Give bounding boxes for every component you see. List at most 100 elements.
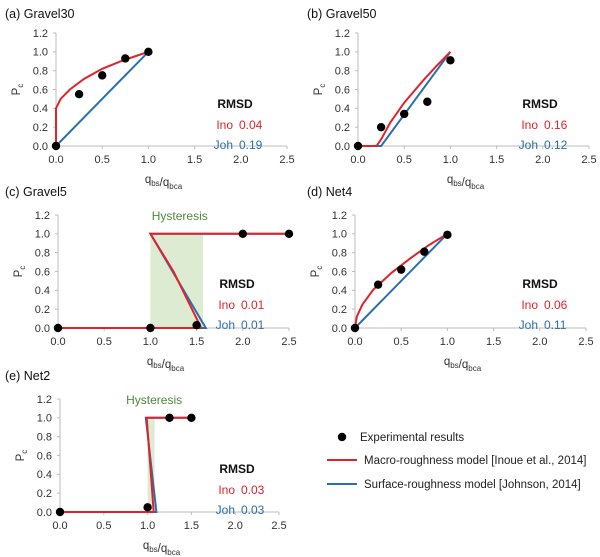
x-tick-label: 2.5 bbox=[581, 154, 596, 166]
x-tick-label: 1.0 bbox=[443, 154, 458, 166]
rmsd-ino-label: Ino bbox=[521, 118, 538, 132]
experimental-point bbox=[187, 413, 196, 423]
rmsd-ino-value: 0.01 bbox=[241, 298, 265, 312]
y-tick-label: 1.2 bbox=[35, 210, 50, 222]
y-tick-label: 0.8 bbox=[35, 247, 50, 259]
series-ino-line bbox=[55, 50, 149, 146]
x-tick-label: 2.5 bbox=[271, 520, 286, 532]
x-tick-label: 2.5 bbox=[281, 336, 296, 348]
x-tick-label: 2.0 bbox=[235, 336, 250, 348]
x-tick-label: 0.5 bbox=[97, 336, 112, 348]
x-tick-label: 0.0 bbox=[347, 336, 362, 348]
y-tick-label: 0.4 bbox=[33, 103, 48, 115]
series-joh-line bbox=[354, 233, 449, 329]
legend-experimental-label: Experimental results bbox=[360, 432, 464, 444]
y-tick-label: 0.8 bbox=[33, 65, 48, 77]
x-axis-label: qbs/qbca bbox=[147, 356, 185, 373]
rmsd-joh-value: 0.03 bbox=[241, 503, 265, 517]
panel-title: (d) Net4 bbox=[307, 185, 352, 199]
y-tick-label: 0.2 bbox=[332, 304, 347, 316]
x-axis-label: qbs/qbca bbox=[143, 540, 181, 557]
x-axis-label: qbs/qbca bbox=[145, 174, 183, 191]
y-axis-label: Pc bbox=[15, 450, 29, 462]
x-tick-label: 0.5 bbox=[96, 520, 111, 532]
experimental-point bbox=[165, 413, 174, 423]
y-tick-label: 1.2 bbox=[335, 28, 350, 40]
experimental-point bbox=[420, 247, 429, 256]
x-tick-label: 1.5 bbox=[486, 336, 501, 348]
y-tick-label: 0.8 bbox=[332, 247, 347, 259]
y-axis-label: Pc bbox=[310, 266, 324, 278]
rmsd-title: RMSD bbox=[219, 277, 255, 291]
panel-b: (b) Gravel50 0.0 0.2 0.4 0.6 0.8 1.0 1.2 0.0 0.5 1… bbox=[307, 7, 597, 191]
legend-ino-label: Macro-roughness model [Inoue et al., 201… bbox=[364, 455, 586, 467]
y-tick-label: 0.4 bbox=[332, 285, 347, 297]
y-tick-label: 0.2 bbox=[35, 304, 50, 316]
x-tick-label: 2.0 bbox=[532, 336, 547, 348]
x-tick-label: 0.0 bbox=[52, 520, 67, 532]
experimental-point bbox=[350, 323, 360, 333]
experimental-point bbox=[443, 230, 452, 239]
x-tick-label: 2.0 bbox=[535, 154, 550, 166]
legend-experimental-marker bbox=[337, 432, 347, 442]
rmsd-ino-label: Ino bbox=[218, 483, 235, 497]
experimental-point bbox=[353, 141, 363, 151]
y-tick-label: 0.2 bbox=[33, 122, 48, 134]
panel-a: (a) Gravel30 0.0 0.2 0.4 0.6 0.8 1.0 1.2 0.0 0.5 1… bbox=[5, 7, 295, 191]
experimental-point bbox=[51, 141, 61, 151]
series-ino-line bbox=[354, 232, 448, 329]
y-tick-label: 0.6 bbox=[35, 266, 50, 278]
x-tick-label: 0.5 bbox=[397, 154, 412, 166]
x-tick-label: 0.0 bbox=[50, 336, 65, 348]
y-tick-label: 0.8 bbox=[37, 431, 52, 443]
experimental-point bbox=[376, 122, 386, 132]
y-tick-label: 1.2 bbox=[332, 210, 347, 222]
series-joh-line bbox=[55, 51, 150, 147]
rmsd-title: RMSD bbox=[219, 462, 255, 476]
y-tick-label: 1.2 bbox=[33, 28, 48, 40]
y-tick-label: 0.6 bbox=[332, 266, 347, 278]
x-tick-label: 2.5 bbox=[578, 336, 593, 348]
rmsd-ino-value: 0.16 bbox=[544, 118, 568, 132]
experimental-point bbox=[192, 320, 201, 330]
y-tick-label: 1.2 bbox=[37, 394, 52, 406]
x-tick-label: 1.5 bbox=[184, 520, 199, 532]
rmsd-title: RMSD bbox=[217, 97, 253, 111]
y-tick-label: 0.6 bbox=[335, 84, 350, 96]
x-tick-label: 0.5 bbox=[95, 154, 110, 166]
rmsd-joh-label: Joh bbox=[216, 318, 235, 332]
y-tick-label: 0.6 bbox=[33, 84, 48, 96]
rmsd-joh-label: Joh bbox=[519, 138, 538, 152]
x-tick-label: 2.0 bbox=[233, 154, 248, 166]
y-tick-label: 0.4 bbox=[35, 285, 50, 297]
series-ino-line bbox=[58, 232, 289, 329]
x-axis-label: qbs/qbca bbox=[444, 356, 482, 373]
rmsd-ino-value: 0.03 bbox=[241, 483, 265, 497]
panel-d: (d) Net4 0.0 0.2 0.4 0.6 0.8 1.0 1.2 0.0 0.5 1.0 1.… bbox=[307, 185, 594, 373]
rmsd-joh-value: 0.12 bbox=[544, 138, 568, 152]
y-tick-label: 0.0 bbox=[37, 507, 52, 519]
y-tick-label: 0.6 bbox=[37, 450, 52, 462]
y-tick-label: 0.2 bbox=[335, 122, 350, 134]
x-tick-label: 1.0 bbox=[140, 520, 155, 532]
x-tick-label: 1.5 bbox=[489, 154, 504, 166]
panel-title: (e) Net2 bbox=[5, 369, 50, 383]
y-tick-label: 0.4 bbox=[335, 103, 350, 115]
hysteresis-label: Hysteresis bbox=[126, 393, 182, 407]
experimental-point bbox=[446, 56, 455, 65]
rmsd-joh-label: Joh bbox=[214, 138, 233, 152]
rmsd-ino-label: Ino bbox=[216, 118, 233, 132]
rmsd-ino-label: Ino bbox=[521, 298, 538, 312]
panel-title: (a) Gravel30 bbox=[5, 7, 75, 21]
y-tick-label: 1.0 bbox=[33, 47, 48, 59]
panel-title: (c) Gravel5 bbox=[5, 185, 67, 199]
experimental-point bbox=[74, 90, 84, 99]
y-tick-label: 1.0 bbox=[37, 413, 52, 425]
y-tick-label: 0.0 bbox=[33, 141, 48, 153]
y-axis-label: Pc bbox=[13, 266, 27, 278]
experimental-point bbox=[400, 109, 409, 119]
legend: Experimental results Macro-roughness mod… bbox=[327, 432, 586, 491]
panel-c: (c) Gravel5 Hysteresis 0.0 0.2 0.4 0.6 0.8 1.0 1… bbox=[5, 185, 297, 373]
panel-title: (b) Gravel50 bbox=[307, 7, 377, 21]
x-tick-label: 2.5 bbox=[279, 154, 294, 166]
